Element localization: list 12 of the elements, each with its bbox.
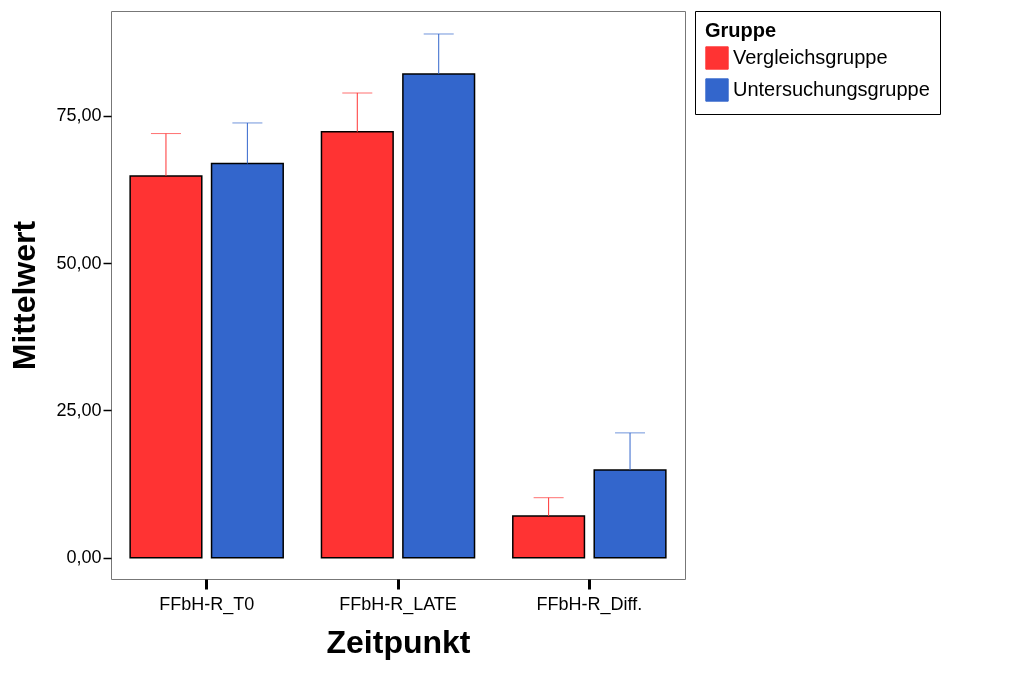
x-tick-label: FFbH-R_T0: [159, 593, 255, 615]
legend-label: Untersuchungsgruppe: [733, 78, 930, 100]
x-tick-label: FFbH-R_LATE: [339, 593, 457, 615]
legend-title: Gruppe: [705, 19, 777, 41]
y-tick-label: 25,00: [56, 399, 102, 420]
legend-label: Vergleichsgruppe: [733, 46, 888, 68]
y-axis-title: Mittelwert: [6, 220, 43, 371]
y-tick-label: 50,00: [56, 252, 102, 273]
x-axis-title: Zeitpunkt: [326, 623, 471, 660]
x-tick-label: FFbH-R_Diff.: [536, 593, 643, 615]
y-tick-label: 0,00: [66, 547, 102, 568]
y-tick-label: 75,00: [56, 105, 102, 126]
